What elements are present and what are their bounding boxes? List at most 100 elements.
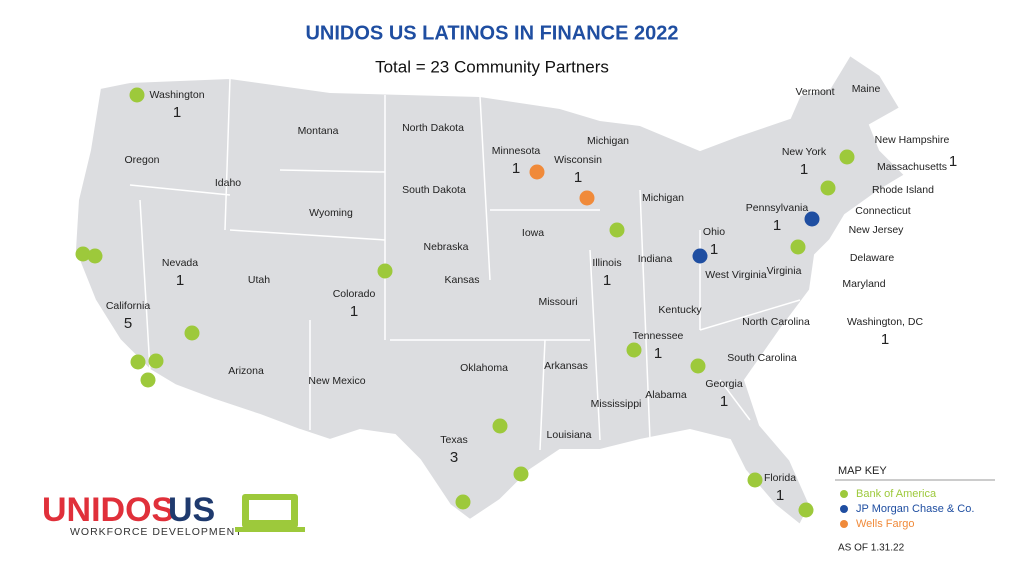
state-label: Nevada [162, 257, 198, 269]
state-label: Washington, DC [847, 316, 923, 328]
partner-dot [455, 494, 471, 510]
state-count: 1 [173, 104, 181, 121]
state-label: Virginia [767, 265, 802, 277]
state-label: Oklahoma [460, 362, 508, 374]
state-label: Michigan [642, 192, 684, 204]
state-label: Montana [298, 125, 339, 137]
partner-dot [790, 239, 806, 255]
state-label: Oregon [124, 154, 159, 166]
legend-note: AS OF 1.31.22 [838, 543, 905, 554]
state-count: 1 [350, 303, 358, 320]
state-label: Arkansas [544, 360, 588, 372]
state-label: Illinois [592, 257, 621, 269]
state-count: 1 [949, 153, 957, 170]
state-label: Florida [764, 472, 796, 484]
state-label: Utah [248, 274, 270, 286]
state-count: 1 [654, 345, 662, 362]
state-count: 1 [710, 241, 718, 258]
state-label: Mississippi [591, 398, 642, 410]
legend-swatch [840, 490, 848, 498]
partner-dot [529, 164, 545, 180]
state-label: New Mexico [308, 375, 365, 387]
partner-dot [129, 87, 145, 103]
partner-dot [579, 190, 595, 206]
state-label: California [106, 300, 151, 312]
state-label: Vermont [795, 86, 834, 98]
state-label: Iowa [522, 227, 544, 239]
state-label: Colorado [333, 288, 376, 300]
state-label: Louisiana [547, 429, 592, 441]
state-label: Minnesota [492, 145, 541, 157]
state-label: Missouri [538, 296, 577, 308]
state-label: Nebraska [424, 241, 469, 253]
state-count: 1 [603, 272, 611, 289]
partner-dot [130, 354, 146, 370]
state-label: Texas [440, 434, 467, 446]
logo-tagline: WORKFORCE DEVELOPMENT [70, 526, 243, 538]
state-label: Idaho [215, 177, 241, 189]
state-label: Delaware [850, 252, 895, 264]
state-count: 1 [176, 272, 184, 289]
legend-title: MAP KEY [838, 465, 887, 477]
state-count: 1 [574, 169, 582, 186]
partner-dot [513, 466, 529, 482]
us-map [73, 53, 907, 527]
state-label: Tennessee [633, 330, 684, 342]
state-label: Kansas [444, 274, 479, 286]
state-label: Washington [149, 89, 204, 101]
state-label: New Hampshire [875, 134, 950, 146]
state-label: New York [782, 146, 827, 158]
state-label: Pennsylvania [746, 202, 809, 214]
partner-dot [87, 248, 103, 264]
state-count: 1 [720, 393, 728, 410]
state-label: Rhode Island [872, 184, 934, 196]
state-label: Maine [852, 83, 881, 95]
state-borders [129, 77, 801, 451]
state-count: 1 [881, 331, 889, 348]
state-label: Connecticut [855, 205, 911, 217]
state-count: 1 [800, 161, 808, 178]
partner-dot [148, 353, 164, 369]
partner-dot [377, 263, 393, 279]
state-label: Michigan [587, 135, 629, 147]
state-label: Massachusetts [877, 161, 947, 173]
state-count: 1 [773, 217, 781, 234]
partner-dot [798, 502, 814, 518]
state-label: Wyoming [309, 207, 353, 219]
subtitle: Total = 23 Community Partners [375, 57, 609, 76]
state-label: Georgia [705, 378, 743, 390]
logo-primary: UNIDOS [42, 491, 174, 529]
state-label: Ohio [703, 226, 725, 238]
state-label: South Carolina [727, 352, 797, 364]
state-count: 1 [512, 160, 520, 177]
state-label: New Jersey [849, 224, 905, 236]
partner-dot [839, 149, 855, 165]
state-label: West Virginia [705, 269, 767, 281]
legend-label: Bank of America [856, 488, 937, 500]
partner-dot [626, 342, 642, 358]
state-label: North Dakota [402, 122, 464, 134]
state-label: Alabama [645, 389, 687, 401]
state-label: Kentucky [658, 304, 702, 316]
legend-swatch [840, 505, 848, 513]
state-count: 3 [450, 449, 458, 466]
partner-dot [747, 472, 763, 488]
state-label: Arizona [228, 365, 264, 377]
partner-dot [492, 418, 508, 434]
logo-icon [235, 494, 305, 532]
partner-dot [804, 211, 820, 227]
state-label: North Carolina [742, 316, 810, 328]
legend-swatch [840, 520, 848, 528]
title: UNIDOS US LATINOS IN FINANCE 2022 [305, 22, 678, 44]
partner-dot [609, 222, 625, 238]
state-label: Maryland [842, 278, 885, 290]
partner-dot [140, 372, 156, 388]
partner-dot [184, 325, 200, 341]
logo-secondary: US [168, 491, 215, 529]
legend-label: JP Morgan Chase & Co. [856, 503, 974, 515]
legend-label: Wells Fargo [856, 518, 914, 530]
state-label: Wisconsin [554, 154, 602, 166]
partner-dot [690, 358, 706, 374]
